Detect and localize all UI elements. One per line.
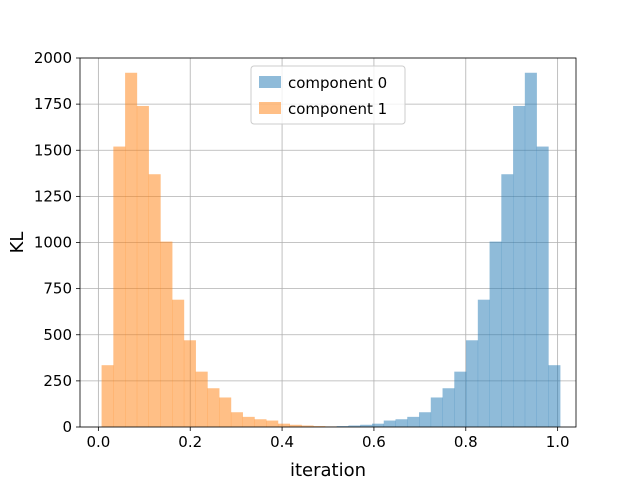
histogram-bar-series-1 (160, 241, 173, 427)
histogram-bar-series-1 (136, 105, 149, 427)
histogram-bar-series-1 (195, 371, 208, 427)
y-tick-label: 1250 (34, 187, 72, 205)
y-tick-label: 1500 (34, 141, 72, 159)
histogram-bar-series-1 (207, 388, 220, 427)
y-axis-label: KL (7, 232, 28, 254)
histogram-bar-series-0 (501, 174, 514, 427)
y-tick-label: 500 (43, 326, 72, 344)
histogram-bar-series-0 (477, 299, 490, 427)
legend-box (250, 65, 406, 125)
y-tick-label: 1750 (34, 95, 72, 113)
histogram-bar-series-0 (442, 388, 455, 427)
histogram-bar-series-1 (313, 426, 326, 427)
histogram-bar-series-0 (524, 72, 537, 427)
histogram-bar-series-0 (430, 397, 443, 427)
histogram-bar-series-1 (125, 72, 138, 427)
histogram-bar-series-0 (336, 426, 349, 427)
legend-label: component 1 (288, 100, 387, 118)
histogram-bar-series-1 (101, 365, 114, 427)
x-tick-label: 0.6 (362, 433, 386, 451)
histogram-bar-series-0 (536, 146, 549, 427)
histogram-bars (101, 72, 561, 427)
histogram-bar-series-1 (183, 340, 196, 427)
histogram-bar-series-0 (348, 425, 361, 427)
histogram-bar-series-0 (548, 365, 561, 427)
histogram-bar-series-0 (419, 412, 432, 427)
x-tick-label: 0.4 (270, 433, 294, 451)
x-axis-label: iteration (290, 460, 366, 480)
histogram-bar-series-0 (407, 416, 420, 427)
histogram-bar-series-0 (395, 419, 408, 427)
histogram-bar-series-0 (383, 420, 396, 427)
x-tick-label: 0.8 (454, 433, 478, 451)
histogram-bar-series-1 (254, 419, 267, 427)
histogram-bar-series-0 (489, 241, 502, 427)
histogram-bar-series-0 (360, 424, 373, 427)
histogram-bar-series-1 (301, 425, 314, 427)
histogram-bar-series-0 (371, 423, 385, 427)
y-axis-ticks: 0 250 500 750 1000 1250 1500 1750 2000 (34, 49, 80, 436)
y-tick-label: 0 (62, 418, 72, 436)
x-tick-label: 1.0 (546, 433, 570, 451)
histogram-bar-series-1 (148, 174, 161, 427)
histogram-bar-series-1 (242, 416, 255, 427)
histogram-bar-series-0 (454, 371, 467, 427)
histogram-bar-series-1 (172, 299, 185, 427)
histogram-bar-series-1 (289, 424, 302, 427)
y-tick-label: 2000 (34, 49, 72, 67)
legend-swatch (259, 102, 281, 114)
y-tick-label: 750 (43, 280, 72, 298)
histogram-bar-series-1 (219, 397, 232, 427)
legend-label: component 0 (288, 74, 387, 92)
y-tick-label: 1000 (34, 234, 72, 252)
y-tick-label: 250 (43, 372, 72, 390)
histogram-bar-series-0 (466, 340, 479, 427)
histogram-bar-series-1 (230, 412, 243, 427)
histogram-bar-series-1 (266, 420, 279, 427)
histogram-bar-series-1 (113, 146, 126, 427)
x-tick-label: 0.2 (178, 433, 202, 451)
legend: component 0 component 1 (250, 65, 406, 125)
x-axis-ticks: 0.0 0.2 0.4 0.6 0.8 1.0 (86, 427, 570, 451)
histogram-bar-series-0 (513, 105, 526, 427)
legend-swatch (259, 76, 281, 88)
histogram-bar-series-1 (277, 423, 290, 427)
x-tick-label: 0.0 (86, 433, 110, 451)
